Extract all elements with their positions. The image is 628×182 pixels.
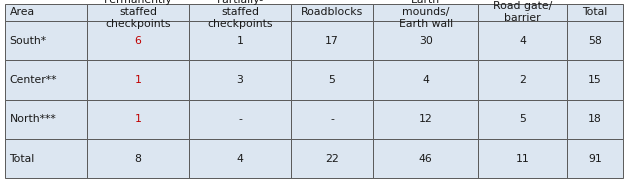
Bar xyxy=(87,4,189,21)
Bar xyxy=(291,139,373,178)
Text: 2: 2 xyxy=(519,75,526,85)
Text: 3: 3 xyxy=(237,75,244,85)
Text: 17: 17 xyxy=(325,36,339,46)
Bar xyxy=(291,21,373,60)
Bar xyxy=(373,60,479,100)
Bar xyxy=(5,100,87,139)
Bar xyxy=(373,100,479,139)
Text: 58: 58 xyxy=(588,36,602,46)
Bar xyxy=(87,100,189,139)
Text: Center**: Center** xyxy=(9,75,57,85)
Bar xyxy=(567,139,623,178)
Bar xyxy=(567,60,623,100)
Bar xyxy=(373,139,479,178)
Bar xyxy=(373,4,479,21)
Bar xyxy=(5,21,87,60)
Bar xyxy=(5,4,87,21)
Bar xyxy=(189,21,291,60)
Bar xyxy=(87,60,189,100)
Text: North***: North*** xyxy=(9,114,56,124)
Text: Total: Total xyxy=(582,7,608,17)
Bar xyxy=(479,4,567,21)
Bar xyxy=(5,139,87,178)
Bar xyxy=(479,100,567,139)
Bar xyxy=(189,4,291,21)
Bar xyxy=(567,21,623,60)
Bar xyxy=(479,60,567,100)
Text: Area: Area xyxy=(9,7,35,17)
Bar xyxy=(479,139,567,178)
Text: Roadblocks: Roadblocks xyxy=(301,7,363,17)
Bar xyxy=(567,4,623,21)
Text: Road gate/
barrier: Road gate/ barrier xyxy=(493,1,553,23)
Text: 4: 4 xyxy=(519,36,526,46)
Bar xyxy=(291,100,373,139)
Text: Permanently
staffed
checkpoints: Permanently staffed checkpoints xyxy=(104,0,173,29)
Text: 6: 6 xyxy=(135,36,141,46)
Text: 30: 30 xyxy=(419,36,433,46)
Text: 1: 1 xyxy=(135,75,141,85)
Bar xyxy=(189,139,291,178)
Bar xyxy=(291,4,373,21)
Bar xyxy=(87,21,189,60)
Text: South*: South* xyxy=(9,36,46,46)
Bar xyxy=(373,21,479,60)
Text: Earth
mounds/
Earth wall: Earth mounds/ Earth wall xyxy=(399,0,453,29)
Text: -: - xyxy=(330,114,334,124)
Text: 1: 1 xyxy=(237,36,244,46)
Text: 46: 46 xyxy=(419,154,433,164)
Bar xyxy=(5,60,87,100)
Bar xyxy=(189,100,291,139)
Text: 1: 1 xyxy=(135,114,141,124)
Text: 15: 15 xyxy=(588,75,602,85)
Bar xyxy=(479,21,567,60)
Text: 11: 11 xyxy=(516,154,529,164)
Bar xyxy=(189,60,291,100)
Text: 12: 12 xyxy=(419,114,433,124)
Text: 5: 5 xyxy=(328,75,335,85)
Text: 4: 4 xyxy=(422,75,429,85)
Text: Partially-
staffed
checkpoints: Partially- staffed checkpoints xyxy=(207,0,273,29)
Text: -: - xyxy=(238,114,242,124)
Text: 5: 5 xyxy=(519,114,526,124)
Text: 8: 8 xyxy=(135,154,141,164)
Text: Total: Total xyxy=(9,154,35,164)
Text: 4: 4 xyxy=(237,154,244,164)
Bar xyxy=(87,139,189,178)
Bar xyxy=(567,100,623,139)
Bar xyxy=(291,60,373,100)
Text: 22: 22 xyxy=(325,154,339,164)
Text: 18: 18 xyxy=(588,114,602,124)
Text: 91: 91 xyxy=(588,154,602,164)
